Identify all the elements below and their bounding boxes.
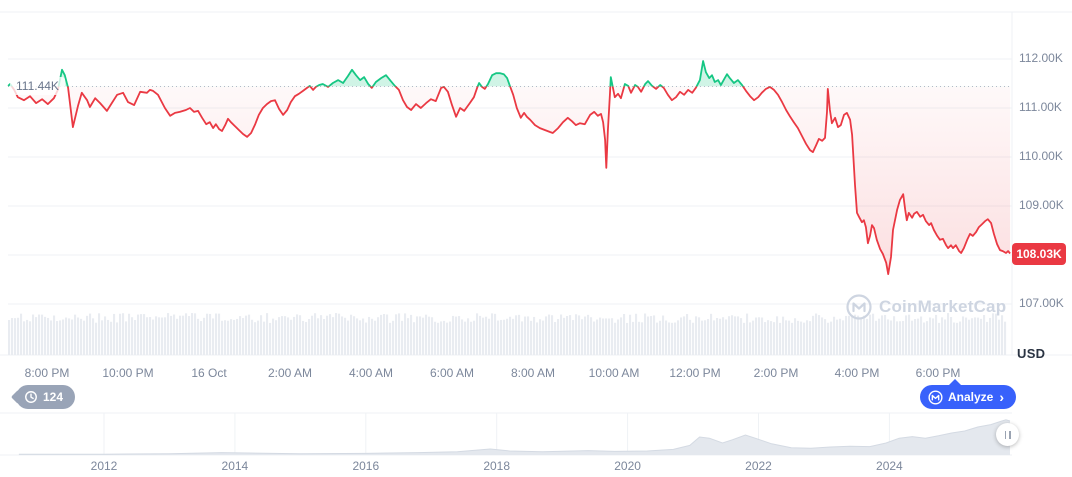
grip-bar <box>1004 430 1006 439</box>
analyze-logo-icon <box>928 389 943 405</box>
y-axis-tick-label: 112.00K <box>1019 51 1063 65</box>
y-axis-tick-label: 111.00K <box>1019 100 1062 114</box>
x-axis-tick-label: 16 Oct <box>191 366 227 380</box>
price-line-down <box>8 86 1011 275</box>
x-axis-tick-label: 2:00 AM <box>267 366 313 380</box>
history-clock-icon <box>25 391 37 403</box>
grip-bar <box>1009 430 1011 439</box>
baseline-price-value: 111.44K <box>16 79 59 93</box>
volume-bars <box>8 313 1007 355</box>
last-price-badge: 108.03K <box>1012 242 1066 265</box>
navigator-handle[interactable] <box>996 423 1019 446</box>
navigator-year-label: 2014 <box>221 459 249 473</box>
x-axis-tick-label: 8:00 PM <box>24 366 70 380</box>
navigator-year-label: 2020 <box>614 459 641 473</box>
navigator-year-label: 2012 <box>90 459 118 473</box>
navigator-year-label: 2022 <box>745 459 772 473</box>
y-axis-tick-label: 110.00K <box>1019 149 1063 163</box>
navigator-year-label: 2018 <box>483 459 511 473</box>
coinmarketcap-logo-icon <box>846 294 872 320</box>
navigator-year-label: 2024 <box>876 459 903 473</box>
analyze-button[interactable]: Analyze › <box>920 379 1017 409</box>
x-axis-tick-label: 4:00 PM <box>834 366 880 380</box>
y-axis-tick-label: 109.00K <box>1019 198 1064 212</box>
x-axis-tick-label: 12:00 PM <box>669 366 721 380</box>
navigator-area[interactable] <box>0 412 1012 456</box>
x-axis-tick-label: 4:00 AM <box>348 366 394 380</box>
bar-count-value: 124 <box>43 390 64 404</box>
analyze-label: Analyze <box>948 390 994 404</box>
x-axis-tick-label: 6:00 AM <box>429 366 475 380</box>
chevron-right-icon: › <box>999 389 1005 405</box>
x-axis-tick-label: 10:00 PM <box>102 366 154 380</box>
navigator-year-label: 2016 <box>352 459 380 473</box>
baseline-price-label: 111.44K <box>10 77 65 95</box>
x-axis-tick-label: 6:00 PM <box>915 366 961 380</box>
loss-area <box>11 86 1011 275</box>
navigator-series <box>18 419 1010 455</box>
navigator-series-edge <box>18 419 1011 455</box>
currency-label: USD <box>1017 346 1046 361</box>
x-axis-tick-label: 2:00 PM <box>753 366 799 380</box>
coinmarketcap-watermark: CoinMarketCap <box>846 294 1006 320</box>
analyze-pointer <box>948 379 962 386</box>
x-axis-tick-label: 10:00 AM <box>588 366 640 380</box>
x-axis-tick-label: 8:00 AM <box>510 366 556 380</box>
bar-count-badge[interactable]: 124 <box>16 385 76 409</box>
last-price-value: 108.03K <box>1016 246 1062 261</box>
y-axis-tick-label: 107.00K <box>1019 296 1064 310</box>
watermark-text: CoinMarketCap <box>879 297 1007 316</box>
